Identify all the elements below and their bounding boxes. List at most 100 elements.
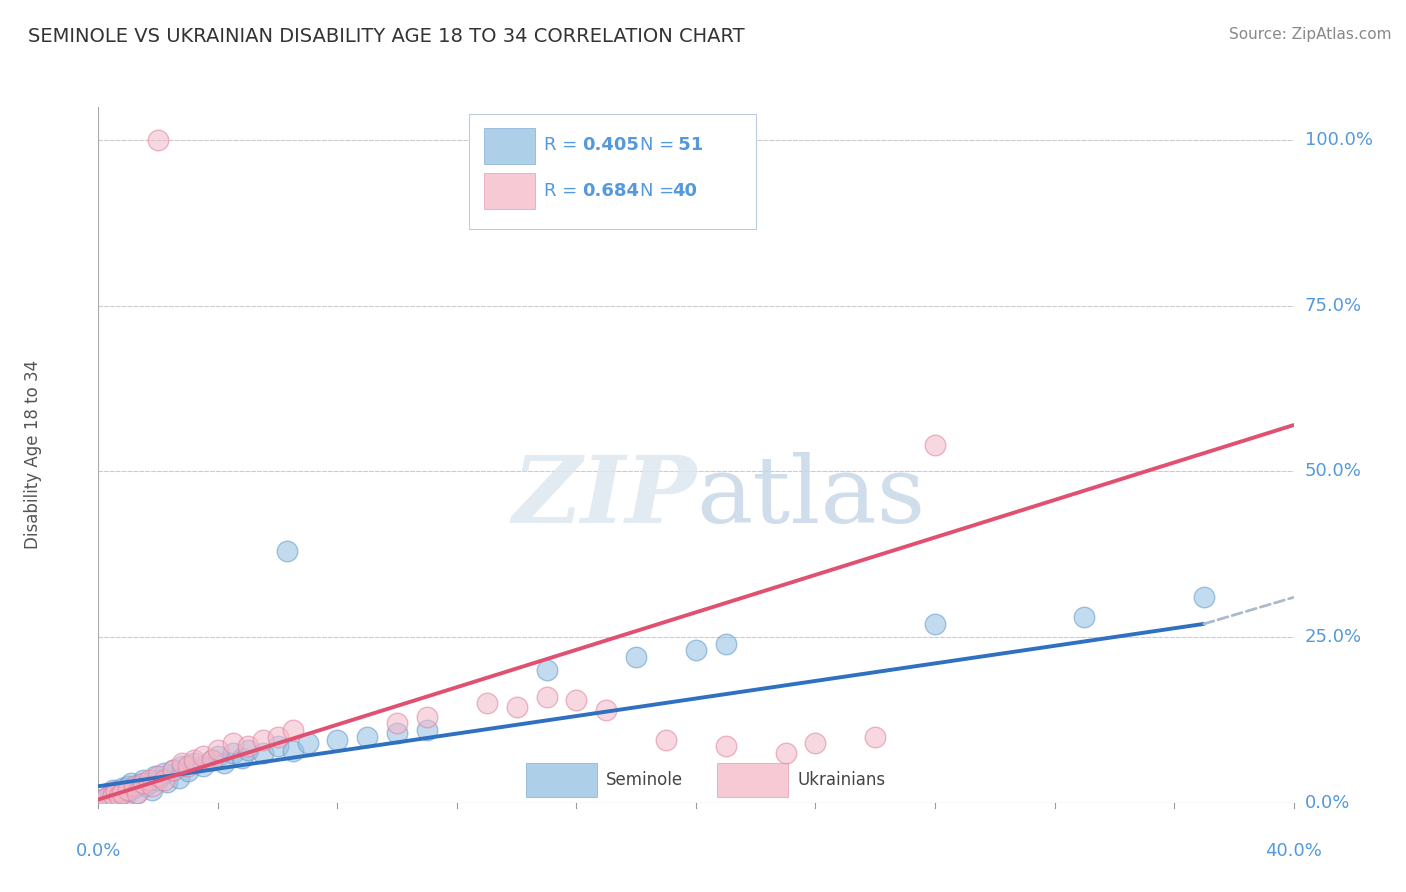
FancyBboxPatch shape <box>717 764 787 797</box>
Point <box>141 779 163 793</box>
Point <box>138 772 160 787</box>
Point <box>105 786 128 800</box>
Point <box>416 709 439 723</box>
Text: 40.0%: 40.0% <box>1265 842 1322 860</box>
Point <box>127 786 149 800</box>
Point <box>156 774 179 789</box>
Text: N =: N = <box>640 136 679 154</box>
Point <box>685 643 707 657</box>
Point <box>276 544 298 558</box>
Point <box>236 743 259 757</box>
Point <box>117 779 139 793</box>
Point <box>117 782 139 797</box>
Point <box>281 744 304 758</box>
Point <box>135 779 157 793</box>
Point <box>222 746 245 760</box>
Text: 51: 51 <box>672 136 703 154</box>
Point <box>111 786 134 800</box>
Point <box>231 750 253 764</box>
Point <box>103 788 125 802</box>
Point <box>252 732 274 747</box>
Point <box>775 746 797 760</box>
Point <box>536 663 558 677</box>
Point <box>96 790 118 805</box>
Point <box>172 759 194 773</box>
Point <box>207 749 229 764</box>
Text: 0.0%: 0.0% <box>1305 794 1350 812</box>
Point <box>108 784 131 798</box>
Point <box>129 777 152 791</box>
Text: Ukrainians: Ukrainians <box>797 771 886 789</box>
Point <box>212 756 235 770</box>
Point <box>103 788 125 802</box>
Point <box>124 781 146 796</box>
Point <box>385 716 409 731</box>
Text: atlas: atlas <box>696 451 925 541</box>
FancyBboxPatch shape <box>470 114 756 229</box>
Text: 0.684: 0.684 <box>582 182 640 200</box>
Text: ZIP: ZIP <box>512 451 696 541</box>
Point <box>281 723 304 737</box>
Point <box>416 723 439 737</box>
Point <box>98 789 122 804</box>
Point <box>167 771 190 785</box>
Point <box>252 746 274 760</box>
Text: SEMINOLE VS UKRAINIAN DISABILITY AGE 18 TO 34 CORRELATION CHART: SEMINOLE VS UKRAINIAN DISABILITY AGE 18 … <box>28 27 745 45</box>
Point <box>326 732 349 747</box>
Point <box>132 772 155 787</box>
Point <box>565 693 588 707</box>
Point <box>162 763 184 777</box>
Point <box>191 749 214 764</box>
Point <box>93 792 115 806</box>
Point <box>714 739 737 754</box>
Point <box>924 438 946 452</box>
Point <box>141 782 163 797</box>
Point <box>148 769 170 783</box>
Point <box>1192 591 1215 605</box>
Point <box>93 792 115 806</box>
Text: 0.0%: 0.0% <box>76 842 121 860</box>
Text: Disability Age 18 to 34: Disability Age 18 to 34 <box>24 360 42 549</box>
Point <box>222 736 245 750</box>
Point <box>114 789 136 804</box>
Text: 50.0%: 50.0% <box>1305 462 1361 481</box>
Point <box>172 756 194 770</box>
Point <box>201 753 224 767</box>
Point <box>153 772 176 787</box>
Text: 25.0%: 25.0% <box>1305 628 1362 646</box>
Text: R =: R = <box>544 182 583 200</box>
Text: N =: N = <box>640 182 679 200</box>
Text: Seminole: Seminole <box>606 771 683 789</box>
Point <box>1073 610 1095 624</box>
FancyBboxPatch shape <box>485 128 534 164</box>
Point <box>207 743 229 757</box>
Point <box>127 786 149 800</box>
Point <box>924 616 946 631</box>
Point <box>655 732 678 747</box>
Text: 40: 40 <box>672 182 697 200</box>
Point <box>236 739 259 754</box>
Point <box>191 759 214 773</box>
Text: Source: ZipAtlas.com: Source: ZipAtlas.com <box>1229 27 1392 42</box>
Point <box>267 739 290 754</box>
Point <box>143 769 166 783</box>
Point <box>103 782 125 797</box>
Point <box>108 789 131 804</box>
Point <box>714 637 737 651</box>
Point <box>595 703 617 717</box>
Point <box>624 650 647 665</box>
Point <box>201 753 224 767</box>
Point <box>267 730 290 744</box>
Text: 0.405: 0.405 <box>582 136 640 154</box>
Point <box>475 697 498 711</box>
Text: 100.0%: 100.0% <box>1305 131 1372 149</box>
Point <box>96 790 118 805</box>
Point <box>105 784 128 798</box>
Point <box>385 726 409 740</box>
Point <box>177 759 200 773</box>
Point <box>148 772 170 787</box>
Point <box>120 776 142 790</box>
Text: R =: R = <box>544 136 583 154</box>
Point <box>138 776 160 790</box>
Point <box>117 784 139 798</box>
